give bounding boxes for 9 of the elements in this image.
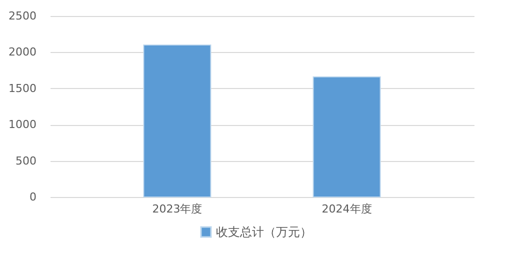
x-tick-label: 2024年度: [322, 202, 372, 216]
y-tick-label: 2500: [8, 10, 36, 22]
y-tick-label: 1000: [8, 118, 36, 132]
y-tick-label: 500: [16, 154, 36, 168]
x-tick-label: 2023年度: [152, 202, 202, 216]
y-tick-label: 2000: [8, 46, 36, 59]
y-tick-label: 1500: [8, 82, 36, 95]
y-tick-label: 0: [30, 190, 36, 204]
legend-label: 收支总计（万元）: [216, 225, 312, 239]
